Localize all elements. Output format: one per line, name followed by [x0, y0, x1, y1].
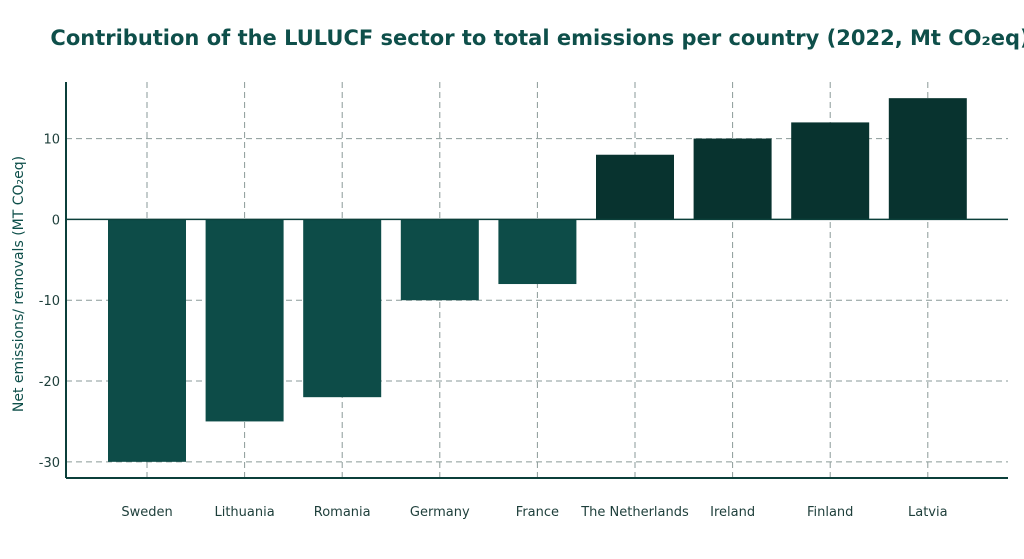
y-axis-label: Net emissions/ removals (MT CO₂eq) [11, 156, 27, 412]
y-tick-label: 0 [52, 213, 60, 228]
bar [108, 219, 186, 462]
x-category-label: Germany [410, 505, 470, 520]
bar [498, 219, 577, 285]
x-category-label: The Netherlands [580, 505, 689, 520]
bar [205, 219, 284, 422]
bar [791, 122, 870, 220]
bar [888, 98, 967, 220]
x-category-label: Finland [807, 505, 853, 520]
bar [400, 219, 479, 301]
x-category-label: Sweden [121, 505, 172, 520]
labels: -30 -20 -10 0 10 Sweden Lithuania Romania German… [39, 133, 948, 520]
x-category-label: Ireland [710, 505, 755, 520]
bar [303, 219, 382, 398]
bar [693, 138, 772, 220]
bars [108, 98, 967, 462]
y-tick-label: 10 [43, 133, 60, 148]
y-tick-label: -10 [39, 294, 60, 309]
x-category-label: Romania [314, 505, 371, 520]
axes [65, 82, 1008, 479]
y-tick-label: -20 [39, 375, 60, 390]
x-category-label: France [516, 505, 559, 520]
bar [596, 154, 674, 220]
x-category-label: Latvia [908, 505, 948, 520]
chart-title: Contribution of the LULUCF sector to tot… [50, 26, 1024, 50]
y-tick-label: -30 [39, 456, 60, 471]
x-category-label: Lithuania [214, 505, 274, 520]
